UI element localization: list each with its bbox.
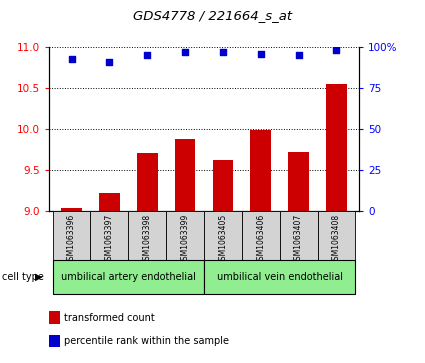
Text: GSM1063408: GSM1063408 bbox=[332, 214, 341, 265]
Bar bbox=[99, 192, 120, 211]
Text: percentile rank within the sample: percentile rank within the sample bbox=[64, 336, 229, 346]
Text: GDS4778 / 221664_s_at: GDS4778 / 221664_s_at bbox=[133, 9, 292, 22]
Bar bbox=[242, 211, 280, 260]
Bar bbox=[137, 153, 158, 211]
Text: GSM1063399: GSM1063399 bbox=[181, 214, 190, 265]
Text: GSM1063396: GSM1063396 bbox=[67, 214, 76, 265]
Bar bbox=[204, 260, 355, 294]
Point bbox=[333, 48, 340, 53]
Point bbox=[106, 59, 113, 65]
Text: ▶: ▶ bbox=[35, 272, 43, 282]
Text: GSM1063398: GSM1063398 bbox=[143, 214, 152, 265]
Text: umbilical vein endothelial: umbilical vein endothelial bbox=[217, 272, 343, 282]
Text: transformed count: transformed count bbox=[64, 313, 155, 323]
Point bbox=[181, 49, 188, 55]
Text: GSM1063397: GSM1063397 bbox=[105, 214, 114, 265]
Text: GSM1063405: GSM1063405 bbox=[218, 214, 227, 265]
Point bbox=[258, 51, 264, 57]
Bar bbox=[250, 130, 271, 211]
Point bbox=[144, 52, 150, 58]
Bar bbox=[53, 211, 91, 260]
Bar bbox=[326, 84, 347, 211]
Bar bbox=[91, 211, 128, 260]
Bar bbox=[212, 160, 233, 211]
Bar bbox=[53, 260, 204, 294]
Text: cell type: cell type bbox=[2, 272, 44, 282]
Point bbox=[295, 52, 302, 58]
Bar bbox=[61, 208, 82, 211]
Bar bbox=[317, 211, 355, 260]
Bar bbox=[204, 211, 242, 260]
Bar bbox=[128, 211, 166, 260]
Point bbox=[220, 49, 227, 55]
Bar bbox=[175, 139, 196, 211]
Text: GSM1063407: GSM1063407 bbox=[294, 214, 303, 265]
Bar bbox=[166, 211, 204, 260]
Bar bbox=[280, 211, 317, 260]
Text: GSM1063406: GSM1063406 bbox=[256, 214, 265, 265]
Text: umbilical artery endothelial: umbilical artery endothelial bbox=[61, 272, 196, 282]
Point bbox=[68, 56, 75, 61]
Bar bbox=[288, 152, 309, 211]
